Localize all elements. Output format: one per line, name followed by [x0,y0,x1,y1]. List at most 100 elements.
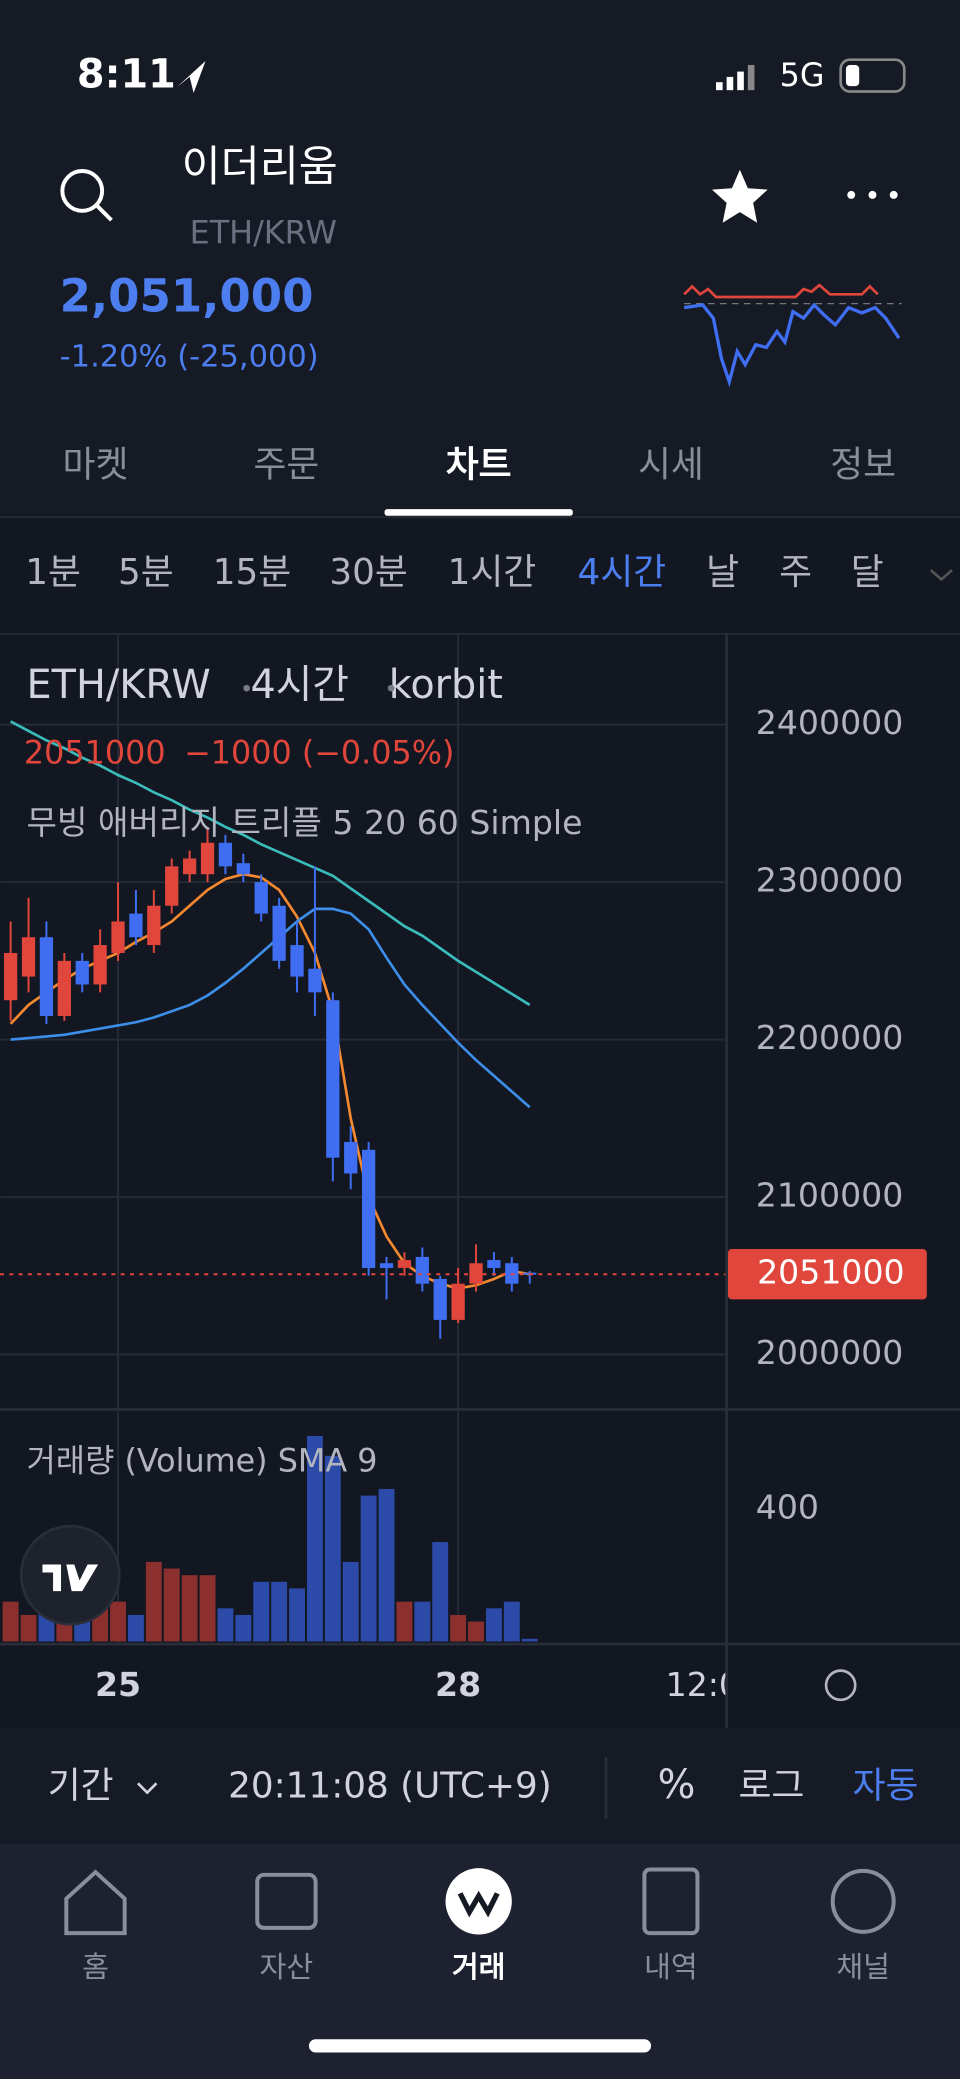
nav-label[interactable]: 거래 [452,1950,506,1984]
tab-indicator [384,509,573,516]
candle-body [379,1263,394,1268]
nav-icon [642,1867,700,1936]
legend-exchange: korbit [389,661,503,707]
candle-body [308,968,322,993]
candle-body [129,913,143,938]
nav-icon [255,1872,318,1930]
y-tick-label: 2200000 [756,1018,904,1057]
chart-area [0,633,960,1728]
y-tick-label: 2000000 [756,1333,904,1372]
last-price-label: 2051000 [757,1253,905,1292]
legend-quote: 2051000 −1000 (−0.05%) [24,733,455,771]
search-icon[interactable] [60,169,105,213]
interval-option[interactable]: 1분 [25,552,81,593]
nav-label[interactable]: 내역 [644,1950,698,1984]
candle-body [487,1260,501,1268]
candle-body [39,937,54,1016]
x-tick-label: 28 [435,1665,481,1704]
volume-bar [521,1638,538,1642]
volume-bar [485,1608,502,1642]
candle-body [326,1000,340,1158]
more-menu[interactable] [847,190,898,199]
candle-body [272,905,286,961]
chart-legend: ETH/KRW 4시간 korbit [27,661,503,707]
coin-name: 이더리움 [182,143,338,192]
volume-bar [163,1568,180,1642]
candle-body [218,842,233,867]
interval-more[interactable] [929,569,953,582]
legend-change: −1000 (−0.05%) [184,733,454,771]
legend-interval: 4시간 [250,661,348,707]
nav-label[interactable]: 자산 [260,1950,314,1984]
battery-icon [839,58,906,93]
percent-toggle[interactable]: % [658,1762,696,1808]
coin-pair: ETH/KRW [190,214,337,252]
interval-option[interactable]: 5분 [118,552,174,593]
interval-option[interactable]: 주 [779,552,812,593]
current-price: 2,051,000 [60,270,314,323]
candle-body [165,866,179,906]
tab[interactable]: 시세 [638,445,704,486]
indicator-legend: 무빙 애버리지 트리플 5 20 60 Simple [27,803,583,842]
nav-label[interactable]: 홈 [82,1950,109,1984]
favorite-star[interactable] [712,169,768,223]
volume-bar [127,1614,144,1642]
location-icon [176,60,206,93]
period-button[interactable]: 기간 [48,1765,114,1806]
sparkline-up [683,283,879,299]
tab[interactable]: 차트 [446,445,512,486]
candle-body [147,905,161,946]
y-tick-label: 2300000 [756,861,904,900]
candle-body [361,1149,376,1268]
candle-body [433,1278,447,1320]
candle-body [397,1260,412,1268]
candle-body [111,921,125,953]
nav-icon [830,1868,896,1934]
price-change: -1.20% (-25,000) [60,339,319,374]
signal-icon [716,64,755,91]
log-toggle[interactable]: 로그 [739,1765,805,1806]
tab[interactable]: 주문 [253,445,319,486]
volume-bar [110,1601,126,1642]
tab[interactable]: 정보 [830,445,896,486]
interval-option[interactable]: 1시간 [448,552,537,593]
volume-bar [217,1608,234,1642]
candle-body [57,960,71,1016]
interval-option[interactable]: 달 [851,552,884,593]
bottom-toolbar [0,1728,960,1843]
legend-separator [387,684,395,692]
status-time: 8:11 [77,51,176,97]
volume-bar [181,1575,198,1642]
volume-bar [235,1614,252,1642]
x-tick-label: 12:00 [666,1665,761,1704]
volume-legend: 거래량 (Volume) SMA 9 [27,1441,378,1479]
nav-icon [445,1868,512,1935]
volume-bar [253,1581,270,1642]
volume-bar [2,1601,19,1642]
interval-option[interactable]: 날 [706,552,739,593]
auto-toggle[interactable]: 자동 [853,1765,919,1806]
volume-bar [271,1581,288,1642]
tradingview-mark [42,1564,99,1592]
interval-option[interactable]: 30분 [329,552,407,593]
candle-body [4,952,18,1001]
period-chevron [136,1782,158,1795]
candle-body [75,960,89,985]
candle-body [254,882,268,914]
volume-bar [432,1542,449,1642]
nav-label[interactable]: 채널 [836,1950,890,1984]
volume-bar [306,1435,323,1642]
nav-icon [64,1869,127,1936]
legend-symbol: ETH/KRW [27,661,211,707]
interval-option[interactable]: 15분 [213,552,291,593]
volume-tick-label: 400 [756,1487,819,1526]
y-tick-label: 2100000 [756,1176,904,1215]
candle-body [451,1283,465,1320]
search-icon-handle [95,204,113,222]
settings-icon[interactable] [824,1669,857,1702]
tab[interactable]: 마켓 [63,445,129,486]
interval-option[interactable]: 4시간 [578,552,667,593]
home-indicator [308,2039,652,2053]
x-tick-label: 25 [95,1665,141,1704]
